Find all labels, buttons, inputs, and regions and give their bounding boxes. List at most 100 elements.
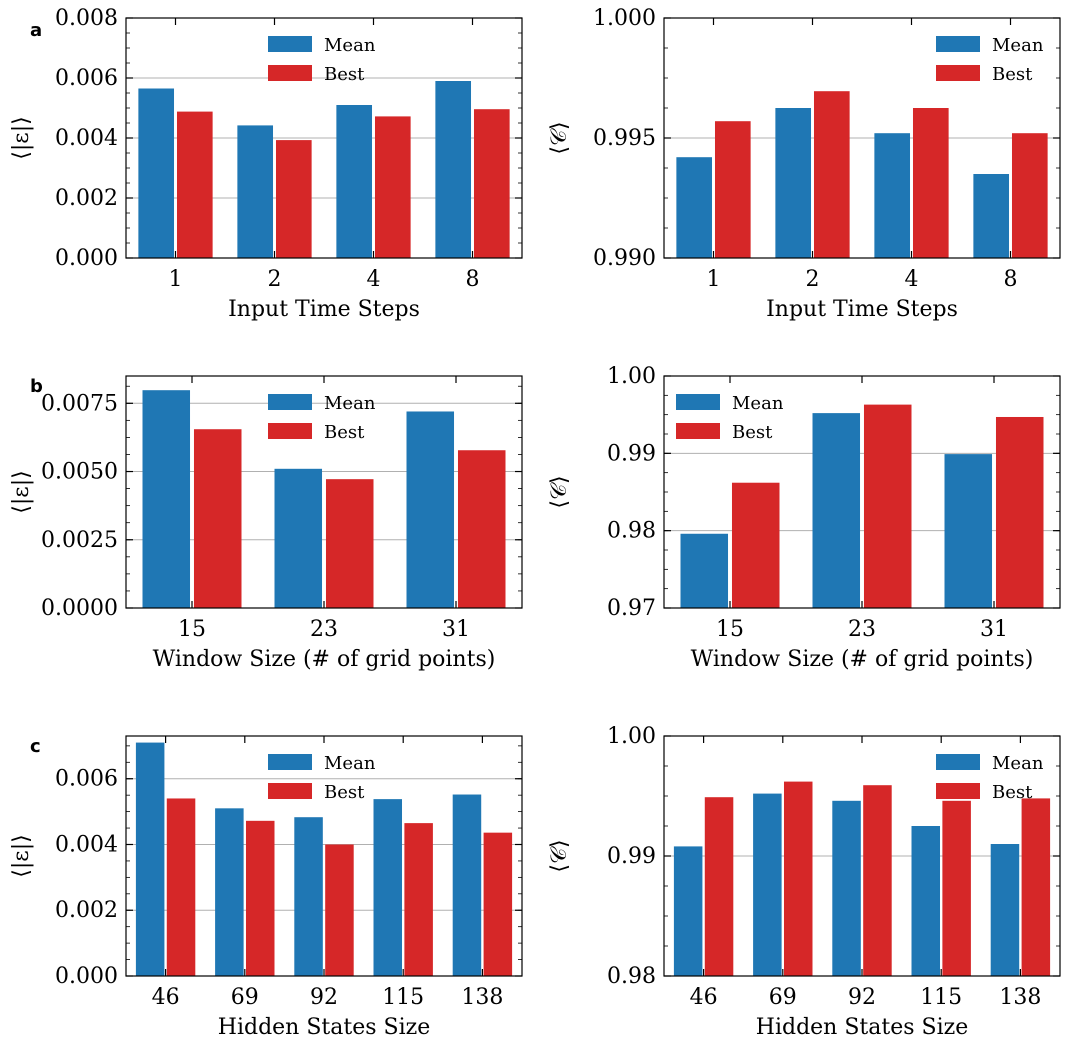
bar-mean-69 — [215, 808, 244, 976]
x-axis-label: Hidden States Size — [218, 1015, 430, 1040]
y-tick-label: 0.000 — [55, 964, 118, 989]
bar-best-115 — [404, 823, 433, 976]
bar-mean-138 — [452, 794, 482, 976]
x-tick-label: 115 — [382, 985, 424, 1010]
panel-letter-b: b — [30, 376, 43, 397]
chart-c-error: 0.000 0.002 0.004 0.006 46 69 92 115 138 Hidden S… — [9, 735, 523, 1040]
bar-mean-2 — [775, 108, 812, 258]
x-tick-label: 8 — [1004, 267, 1018, 292]
legend-swatch-best — [936, 783, 980, 799]
y-tick-label: 0.98 — [607, 519, 656, 544]
y-axis-label: ⟨𝒞⟩ — [547, 121, 572, 154]
y-axis-label: ⟨|ε|⟩ — [9, 116, 34, 159]
bar-best-23 — [863, 404, 912, 608]
legend-swatch-mean — [268, 394, 312, 410]
legend-swatch-best — [268, 783, 312, 799]
y-tick-label: 0.98 — [607, 964, 656, 989]
bar-best-8 — [473, 109, 510, 258]
y-tick-label: 0.006 — [55, 66, 118, 91]
bar-mean-1 — [676, 157, 713, 258]
x-axis-label: Input Time Steps — [228, 297, 420, 322]
y-axis-label: ⟨𝒞⟩ — [547, 839, 572, 872]
bar-mean-115 — [373, 799, 403, 976]
charts-container: 0.000 0.002 0.004 0.006 0.008 1 2 4 8 Input Time … — [9, 6, 1061, 1040]
legend-swatch-mean — [268, 36, 312, 52]
bar-best-46 — [166, 798, 196, 976]
chart-b-error: 0.0000 0.0025 0.0050 0.0075 15 23 31 Window Siz… — [9, 375, 523, 672]
bar-mean-15 — [142, 390, 191, 608]
x-tick-label: 138 — [999, 985, 1041, 1010]
y-tick-label: 0.990 — [593, 246, 656, 271]
bar-best-1 — [714, 121, 751, 258]
legend-label-best: Best — [324, 422, 365, 443]
bar-best-92 — [863, 785, 892, 976]
chart-c-coefficient: 0.98 0.99 1.00 46 69 92 115 138 Hidden States Si… — [547, 724, 1061, 1040]
legend-label-mean: Mean — [324, 753, 376, 774]
bar-mean-1 — [138, 88, 175, 258]
bar-best-23 — [325, 479, 374, 608]
bar-mean-138 — [990, 844, 1020, 976]
y-tick-label: 0.0000 — [41, 596, 118, 621]
bar-mean-115 — [911, 826, 941, 976]
x-tick-label: 8 — [466, 267, 480, 292]
x-tick-label: 46 — [152, 985, 180, 1010]
panel-letter-a: a — [30, 20, 42, 41]
bar-mean-31 — [406, 411, 455, 608]
x-tick-label: 15 — [716, 617, 744, 642]
x-tick-label: 23 — [310, 617, 338, 642]
x-axis-label: Window Size (# of grid points) — [153, 647, 496, 672]
y-tick-label: 1.00 — [607, 724, 656, 749]
x-tick-label: 69 — [231, 985, 259, 1010]
bar-best-46 — [704, 797, 734, 976]
bar-mean-23 — [274, 468, 323, 608]
x-tick-label: 2 — [268, 267, 282, 292]
x-axis-label: Window Size (# of grid points) — [691, 647, 1034, 672]
bar-mean-8 — [973, 174, 1010, 258]
chart-a-error: 0.000 0.002 0.004 0.006 0.008 1 2 4 8 Input Time … — [9, 6, 523, 322]
y-tick-label: 0.006 — [55, 767, 118, 792]
bar-best-4 — [912, 108, 949, 258]
bar-best-15 — [731, 482, 780, 608]
bar-mean-8 — [435, 81, 472, 258]
bar-mean-92 — [294, 817, 323, 976]
bar-best-1 — [176, 111, 213, 258]
bar-mean-23 — [812, 413, 861, 608]
bar-best-92 — [325, 844, 354, 976]
bar-mean-92 — [832, 800, 861, 976]
y-tick-label: 0.0050 — [41, 460, 118, 485]
y-tick-label: 0.995 — [593, 126, 656, 151]
bar-mean-69 — [753, 793, 782, 976]
legend-label-mean: Mean — [324, 35, 376, 56]
legend-label-mean: Mean — [732, 393, 784, 414]
x-tick-label: 92 — [310, 985, 338, 1010]
y-tick-label: 0.97 — [607, 596, 656, 621]
bar-best-31 — [995, 416, 1044, 608]
y-tick-label: 0.002 — [55, 898, 118, 923]
x-tick-label: 2 — [806, 267, 820, 292]
x-tick-label: 23 — [848, 617, 876, 642]
x-tick-label: 46 — [690, 985, 718, 1010]
bar-best-138 — [483, 832, 513, 976]
x-tick-label: 4 — [367, 267, 381, 292]
legend-swatch-mean — [936, 36, 980, 52]
y-tick-label: 1.000 — [593, 6, 656, 31]
legend-swatch-best — [936, 65, 980, 81]
bar-mean-2 — [237, 125, 274, 259]
x-axis-label: Input Time Steps — [766, 297, 958, 322]
y-tick-label: 0.004 — [55, 832, 118, 857]
y-tick-label: 1.00 — [607, 364, 656, 389]
legend-label-best: Best — [324, 64, 365, 85]
bar-best-138 — [1021, 798, 1051, 976]
bar-best-15 — [193, 429, 242, 608]
legend-swatch-best — [268, 423, 312, 439]
y-tick-label: 0.008 — [55, 6, 118, 31]
legend-swatch-mean — [268, 754, 312, 770]
bar-best-4 — [374, 116, 411, 259]
x-tick-label: 115 — [920, 985, 962, 1010]
panel-letter-c: c — [30, 736, 41, 757]
legend-swatch-best — [268, 65, 312, 81]
legend-swatch-mean — [676, 394, 720, 410]
y-tick-label: 0.99 — [607, 844, 656, 869]
legend-swatch-best — [676, 423, 720, 439]
